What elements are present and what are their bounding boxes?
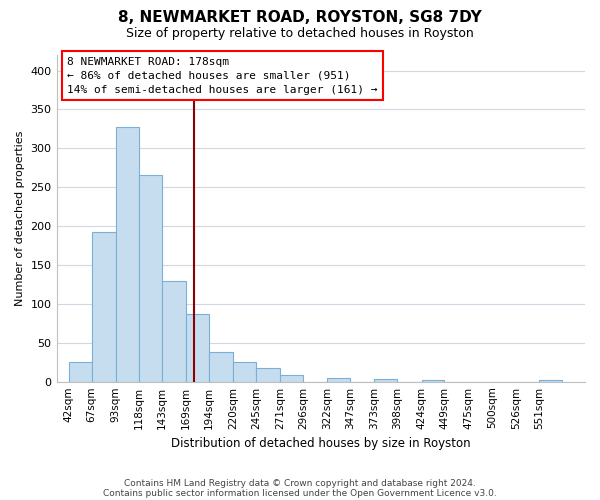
Bar (328, 378, 350, 382)
Bar (92, 232, 116, 382)
Text: Contains public sector information licensed under the Open Government Licence v3: Contains public sector information licen… (103, 488, 497, 498)
Bar (539, 380, 562, 382)
Bar (186, 314, 209, 382)
Bar (209, 352, 233, 382)
Bar (280, 376, 303, 382)
Y-axis label: Number of detached properties: Number of detached properties (15, 130, 25, 306)
Text: Contains HM Land Registry data © Crown copyright and database right 2024.: Contains HM Land Registry data © Crown c… (124, 478, 476, 488)
X-axis label: Distribution of detached houses by size in Royston: Distribution of detached houses by size … (171, 437, 470, 450)
Text: 8, NEWMARKET ROAD, ROYSTON, SG8 7DY: 8, NEWMARKET ROAD, ROYSTON, SG8 7DY (118, 10, 482, 25)
Bar (233, 362, 256, 382)
Bar (374, 380, 397, 382)
Bar (68, 362, 92, 382)
Bar (139, 175, 162, 382)
Bar (162, 280, 186, 382)
Bar (422, 380, 445, 382)
Text: Size of property relative to detached houses in Royston: Size of property relative to detached ho… (126, 28, 474, 40)
Bar (256, 368, 280, 382)
Text: 8 NEWMARKET ROAD: 178sqm
← 86% of detached houses are smaller (951)
14% of semi-: 8 NEWMARKET ROAD: 178sqm ← 86% of detach… (67, 56, 377, 94)
Bar (116, 126, 139, 382)
